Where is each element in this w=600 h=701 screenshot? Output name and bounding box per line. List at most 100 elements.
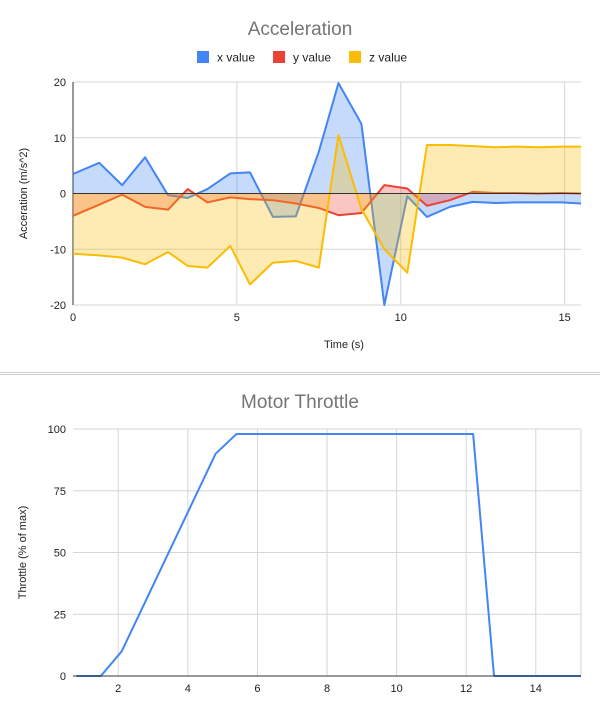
x-tick-label: 10 (395, 312, 407, 324)
data-point (73, 173, 74, 174)
data-point (449, 206, 450, 207)
series-line (72, 184, 582, 217)
data-point (230, 173, 231, 174)
y-tick-label: 10 (54, 133, 66, 145)
chart-title: Motor Throttle (241, 392, 359, 413)
x-tick-label: 15 (558, 312, 570, 324)
x-tick-label: 6 (254, 683, 260, 695)
y-tick-label: -20 (50, 300, 66, 312)
y-tick-label: 25 (54, 609, 66, 621)
motor-throttle-chart: Motor Throttle 0 25 50 75 100 2 4 6 8 10 12 14 Thrott… (17, 392, 582, 695)
y-axis-label: Acceration (m/s^2) (18, 148, 30, 239)
data-point (73, 253, 74, 254)
y-tick-label: 75 (54, 486, 66, 498)
x-tick-label: 14 (530, 683, 542, 695)
y-axis-label: Throttle (% of max) (17, 506, 29, 600)
series-line (76, 432, 581, 677)
series-0 (76, 432, 581, 677)
data-point (272, 262, 273, 263)
series-z-value (72, 133, 582, 286)
data-point (449, 144, 450, 145)
x-tick-label: 0 (70, 312, 76, 324)
legend-item: y value (273, 51, 331, 65)
grid (73, 428, 582, 676)
data-point (122, 185, 123, 186)
data-point (384, 249, 385, 250)
x-tick-label: 5 (234, 312, 240, 324)
data-point (384, 185, 385, 186)
legend-swatch (349, 51, 362, 63)
data-point (515, 202, 516, 203)
data-point (495, 202, 496, 203)
data-point (407, 272, 408, 273)
motor-throttle-chart-panel: Motor Throttle 0 25 50 75 100 2 4 6 8 10 12 14 Thrott… (0, 374, 600, 701)
legend-label: y value (293, 51, 331, 65)
data-point (207, 267, 208, 268)
y-tick-label: 50 (54, 548, 66, 560)
data-point (581, 146, 582, 147)
y-tick-label: -10 (50, 244, 66, 256)
data-point (187, 189, 188, 190)
data-point (495, 147, 496, 148)
series-line (72, 133, 581, 286)
legend-item: x value (197, 51, 255, 65)
data-point (361, 213, 362, 214)
legend-swatch (273, 51, 286, 63)
data-point (561, 146, 562, 147)
data-point (561, 202, 562, 203)
y-tick-label: 0 (60, 671, 66, 683)
legend-swatch (197, 51, 209, 63)
x-axis-label: Time (s) (324, 339, 364, 351)
series-area (73, 185, 581, 216)
data-point (515, 146, 516, 147)
data-point (318, 151, 319, 152)
data-point (361, 123, 362, 124)
x-tick-label: 12 (460, 683, 472, 695)
legend-item: z value (349, 51, 407, 65)
y-tick-label: 100 (48, 424, 66, 436)
y-tick-label: 0 (60, 189, 66, 201)
series-x-value (72, 82, 582, 306)
data-point (426, 216, 427, 217)
data-point (236, 433, 237, 434)
chart-title: Acceleration (248, 19, 353, 40)
x-tick-label: 8 (324, 683, 330, 695)
data-point (145, 157, 146, 158)
data-point (338, 215, 339, 216)
data-point (249, 172, 250, 173)
series-y-value (72, 184, 582, 217)
data-point (449, 200, 450, 201)
data-point (168, 252, 169, 253)
data-point (187, 265, 188, 266)
acceleration-chart-panel: Acceleration -20 -10 0 10 20 0 5 10 15 Time (s) Acc… (0, 19, 600, 373)
data-point (384, 305, 385, 306)
data-point (295, 260, 296, 261)
data-point (249, 284, 250, 285)
data-point (426, 144, 427, 145)
data-point (215, 453, 216, 454)
data-point (338, 83, 339, 84)
data-point (230, 245, 231, 246)
acceleration-chart: Acceleration -20 -10 0 10 20 0 5 10 15 Time (s) Acc… (18, 19, 582, 351)
data-point (473, 433, 474, 434)
series-area (73, 83, 581, 306)
data-point (207, 189, 208, 190)
data-point (145, 264, 146, 265)
data-point (99, 162, 100, 163)
data-point (426, 205, 427, 206)
x-tick-label: 4 (185, 683, 191, 695)
data-point (472, 201, 473, 202)
x-tick-label: 2 (115, 683, 121, 695)
x-tick-label: 10 (390, 683, 402, 695)
data-point (361, 209, 362, 210)
data-point (122, 257, 123, 258)
legend: x value y value z value (197, 51, 407, 65)
data-point (99, 255, 100, 256)
legend-label: x value (217, 51, 255, 65)
y-tick-label: 20 (54, 77, 66, 89)
data-point (538, 147, 539, 148)
data-point (538, 202, 539, 203)
legend-label: z value (369, 51, 407, 65)
series-line (72, 82, 582, 306)
data-point (318, 267, 319, 268)
